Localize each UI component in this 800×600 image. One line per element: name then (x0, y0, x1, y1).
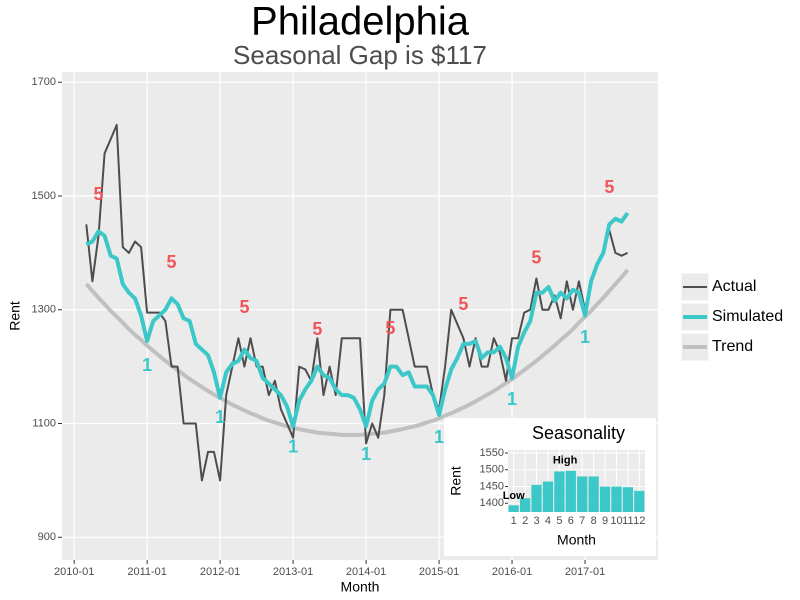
y-tick-label: 1300 (32, 304, 56, 316)
annotation: 1 (142, 355, 152, 375)
x-tick-label: 2 (522, 515, 528, 527)
annotation: 1 (507, 389, 517, 409)
x-tick-label: 2014-01 (346, 566, 386, 578)
bar (565, 470, 576, 512)
annotation: 5 (531, 247, 541, 267)
bar (599, 486, 611, 512)
annotation: 1 (288, 437, 298, 457)
y-tick-label: 1700 (32, 76, 56, 88)
inset-x-label: Month (557, 532, 596, 548)
y-tick-label: 1500 (32, 190, 56, 202)
bar (634, 490, 645, 512)
bar (508, 505, 519, 512)
annotation: 5 (385, 318, 395, 338)
legend-label: Simulated (712, 308, 783, 325)
annotation: 5 (93, 184, 103, 204)
annotation: 1 (215, 407, 225, 427)
x-tick-label: 11 (622, 515, 633, 527)
inset-y-label: Rent (448, 466, 464, 496)
x-tick-label: 9 (602, 515, 608, 527)
x-tick-label: 8 (591, 515, 597, 527)
y-axis-label: Rent (7, 301, 23, 331)
inset-title: Seasonality (532, 423, 625, 443)
inset-panel (508, 450, 645, 512)
x-tick-label: 2012-01 (200, 566, 240, 578)
bar (622, 487, 634, 512)
high-label: High (553, 455, 578, 467)
x-tick-label: 3 (533, 515, 539, 527)
annotation: 5 (166, 252, 176, 272)
x-tick-label: 5 (556, 515, 562, 527)
line-simulated (85, 211, 630, 429)
annotation: 5 (312, 319, 322, 339)
x-tick-label: 12 (633, 515, 645, 527)
x-tick-label: 10 (610, 515, 622, 527)
x-axis-label: Month (341, 579, 380, 595)
bar (531, 484, 542, 512)
x-tick-label: 2015-01 (419, 566, 459, 578)
low-label: Low (503, 490, 525, 502)
line-trend (84, 268, 630, 437)
bar (554, 471, 565, 512)
x-tick-label: 2011-01 (127, 566, 167, 578)
x-tick-label: 2010-01 (54, 566, 94, 578)
x-tick-label: 4 (545, 515, 551, 527)
bar (519, 498, 531, 512)
y-tick-label: 1100 (32, 417, 56, 429)
x-tick-label: 2013-01 (273, 566, 313, 578)
x-tick-label: 2017-01 (565, 566, 605, 578)
annotation: 5 (458, 294, 468, 314)
x-tick-label: 7 (579, 515, 585, 527)
annotation: 1 (580, 327, 590, 347)
annotation: 1 (361, 444, 371, 464)
legend-label: Trend (712, 338, 753, 355)
x-tick-label: 2016-01 (492, 566, 532, 578)
bar (611, 486, 622, 512)
x-tick-label: 6 (568, 515, 574, 527)
annotation: 1 (434, 427, 444, 447)
y-tick-label: 1550 (480, 447, 504, 459)
chart-subtitle: Seasonal Gap is $117 (233, 40, 487, 70)
bar (588, 476, 599, 512)
legend-label: Actual (712, 278, 756, 295)
line-actual (85, 123, 629, 482)
annotation: 5 (239, 297, 249, 317)
y-tick-label: 1400 (480, 497, 504, 509)
y-tick-label: 1450 (480, 480, 504, 492)
x-tick-label: 1 (511, 515, 517, 527)
annotation: 5 (604, 177, 614, 197)
bar (542, 481, 554, 512)
chart-title: Philadelphia (251, 0, 470, 44)
y-tick-label: 1500 (480, 464, 504, 476)
y-tick-label: 900 (38, 531, 56, 543)
bar (577, 476, 588, 512)
